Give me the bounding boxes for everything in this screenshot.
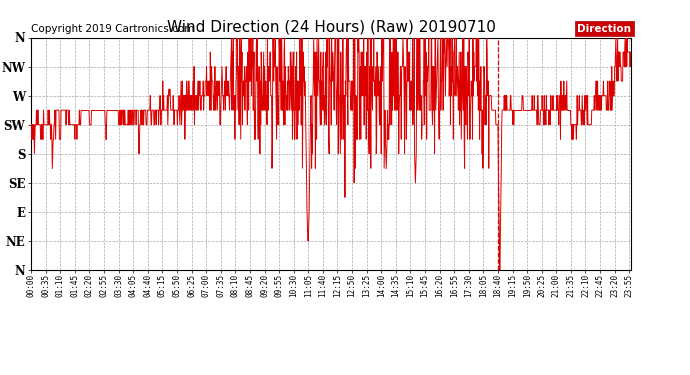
Text: Copyright 2019 Cartronics.com: Copyright 2019 Cartronics.com [31, 24, 195, 33]
Title: Wind Direction (24 Hours) (Raw) 20190710: Wind Direction (24 Hours) (Raw) 20190710 [167, 20, 495, 35]
Text: Direction: Direction [578, 24, 631, 33]
